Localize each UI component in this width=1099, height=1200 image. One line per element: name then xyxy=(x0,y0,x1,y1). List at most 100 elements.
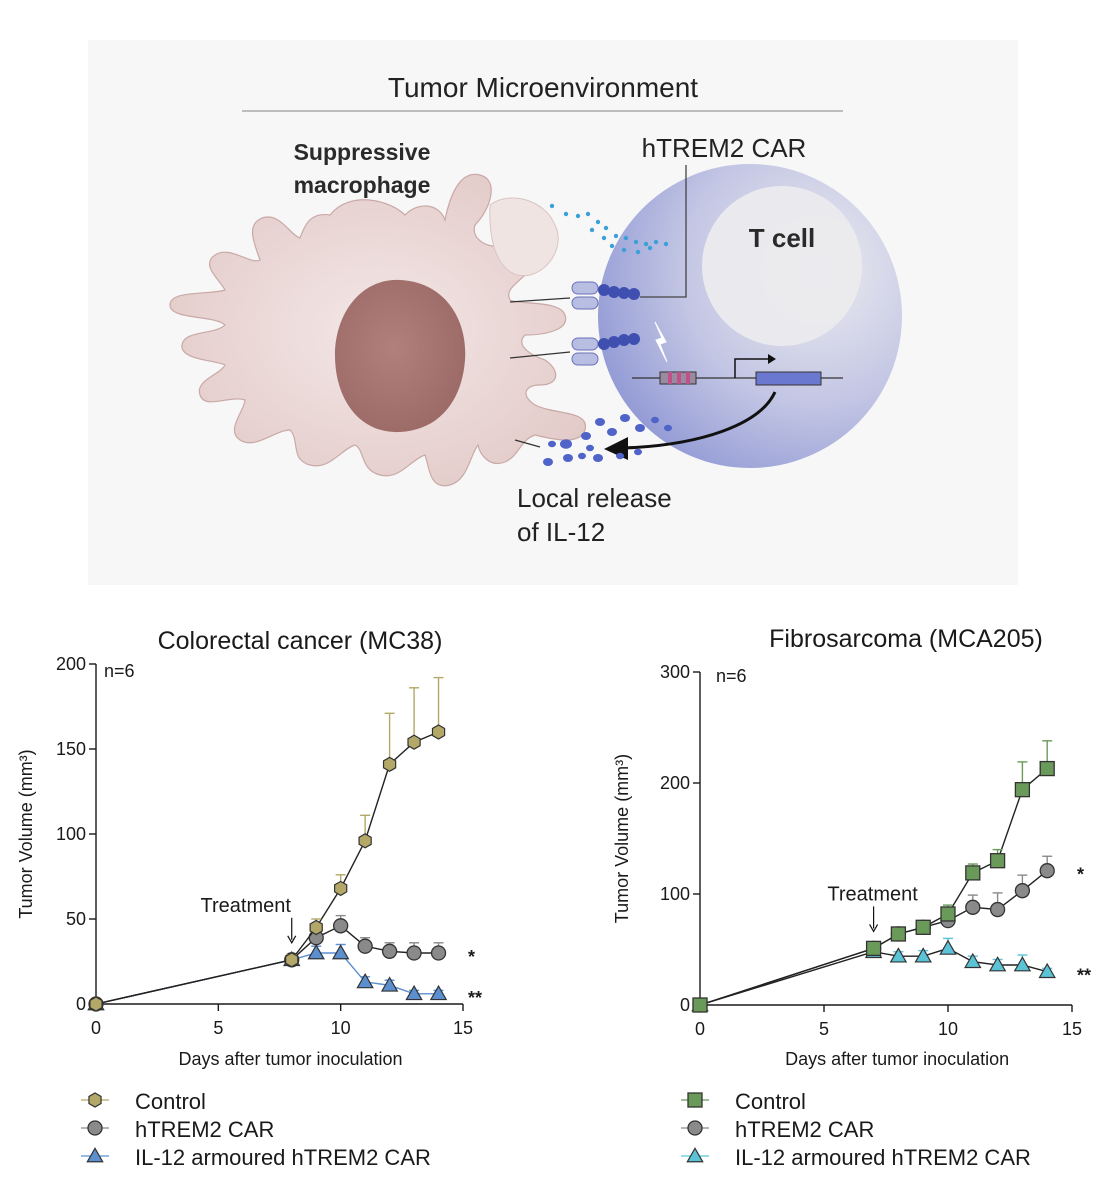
receptor-stem-3 xyxy=(514,439,541,448)
n-label: n=6 xyxy=(104,661,135,681)
blue-dot xyxy=(581,432,591,440)
receptor-stem-2 xyxy=(509,351,571,359)
x-tick-label: 5 xyxy=(819,1019,829,1039)
legend-label: IL-12 armoured hTREM2 CAR xyxy=(735,1145,1031,1170)
cyan-dot xyxy=(621,247,627,253)
car-domain-2 xyxy=(571,296,599,310)
data-point xyxy=(89,996,103,1012)
macrophage-label-line1: Suppressive xyxy=(294,139,431,165)
x-axis-label: Days after tumor inoculation xyxy=(178,1049,402,1069)
release-label-line2: of IL-12 xyxy=(517,517,605,547)
treatment-arrowhead-icon xyxy=(287,935,297,945)
blue-dot xyxy=(548,440,556,448)
transcription-arrow xyxy=(734,358,768,378)
data-point xyxy=(1038,962,1056,979)
treatment-label: Treatment xyxy=(201,895,292,917)
release-label-line1: Local release xyxy=(517,483,672,513)
data-point xyxy=(380,976,399,992)
legend-label: hTREM2 CAR xyxy=(735,1117,874,1142)
il12-gene-box xyxy=(755,371,822,386)
blue-dot xyxy=(593,454,603,462)
data-point xyxy=(964,952,982,969)
blue-dot xyxy=(664,424,672,432)
cyan-dot xyxy=(601,235,607,241)
cyan-dot xyxy=(633,239,639,245)
blue-dot xyxy=(560,439,572,449)
blue-dot xyxy=(543,458,553,466)
car-domain-4 xyxy=(571,352,599,366)
cyan-dot xyxy=(549,203,555,209)
cyan-dot xyxy=(603,225,609,231)
data-point xyxy=(356,972,374,989)
blue-dot xyxy=(586,444,594,452)
chart-title: Fibrosarcoma (MCA205) xyxy=(769,625,1043,653)
data-point xyxy=(431,724,446,740)
cyan-dot xyxy=(623,235,629,241)
y-tick-label: 200 xyxy=(56,654,86,674)
legend-marker xyxy=(687,1120,703,1136)
transcription-arrowhead-icon xyxy=(768,354,776,364)
data-point xyxy=(406,945,422,961)
data-point xyxy=(914,947,932,963)
x-tick-label: 15 xyxy=(453,1018,473,1038)
blue-dot xyxy=(620,414,630,422)
chart-colorectal: Colorectal cancer (MC38) 0 50 100 150 200 0 5 10… xyxy=(16,627,482,1170)
blue-dot xyxy=(616,452,624,460)
data-point xyxy=(429,984,448,1001)
car-domain-1 xyxy=(571,281,599,295)
release-arrow xyxy=(624,391,777,450)
y-tick-label: 100 xyxy=(56,824,86,844)
data-point xyxy=(989,901,1006,918)
cyan-dot xyxy=(585,211,591,217)
y-tick-label: 0 xyxy=(76,994,86,1014)
cyan-dot xyxy=(653,239,659,245)
legend-marker xyxy=(87,1120,103,1136)
data-point xyxy=(357,938,373,954)
data-point xyxy=(1014,782,1031,798)
cyan-dot xyxy=(635,249,641,255)
cyan-dot xyxy=(575,213,581,219)
series-line xyxy=(95,952,439,1005)
legend-marker xyxy=(88,1092,102,1108)
data-point xyxy=(333,918,349,934)
x-tick-label: 15 xyxy=(1062,1019,1082,1039)
macrophage: Suppressive macrophage xyxy=(169,139,586,487)
x-tick-label: 5 xyxy=(213,1018,223,1038)
y-tick-label: 200 xyxy=(660,773,690,793)
legend-label: Control xyxy=(135,1089,206,1114)
data-point xyxy=(989,853,1006,869)
cyan-dot xyxy=(589,227,595,233)
receptor-stem-1 xyxy=(509,297,571,303)
series-line xyxy=(95,731,439,1005)
t-cell: T cell xyxy=(598,164,902,468)
significance-label: * xyxy=(1077,865,1084,885)
n-label: n=6 xyxy=(716,666,747,686)
blue-dot xyxy=(635,424,645,432)
data-point xyxy=(1039,863,1055,879)
pale-flower xyxy=(489,197,559,277)
data-point xyxy=(430,945,447,961)
legend-label: IL-12 armoured hTREM2 CAR xyxy=(135,1145,431,1170)
legend-marker xyxy=(686,1147,704,1163)
x-tick-label: 0 xyxy=(91,1018,101,1038)
data-point xyxy=(890,926,907,942)
x-tick-label: 0 xyxy=(695,1019,705,1039)
chart-fibrosarcoma: Fibrosarcoma (MCA205) 0 100 200 300 0 5 10 15 Day… xyxy=(612,625,1091,1170)
car-beads-1 xyxy=(598,284,640,300)
y-tick-label: 50 xyxy=(66,909,86,929)
macrophage-nucleus xyxy=(335,279,466,433)
il12-secreted-dots xyxy=(543,203,672,466)
data-point xyxy=(965,865,981,881)
y-tick-label: 100 xyxy=(660,884,690,904)
data-point xyxy=(405,984,423,1001)
data-point xyxy=(1013,956,1032,972)
x-axis-label: Days after tumor inoculation xyxy=(785,1049,1009,1069)
chart-title: Colorectal cancer (MC38) xyxy=(158,627,443,655)
cyan-dot xyxy=(609,243,615,249)
data-point xyxy=(285,952,299,968)
significance-label: * xyxy=(468,947,475,967)
blue-dot xyxy=(607,428,617,436)
data-point xyxy=(692,997,708,1013)
y-tick-label: 150 xyxy=(56,739,86,759)
